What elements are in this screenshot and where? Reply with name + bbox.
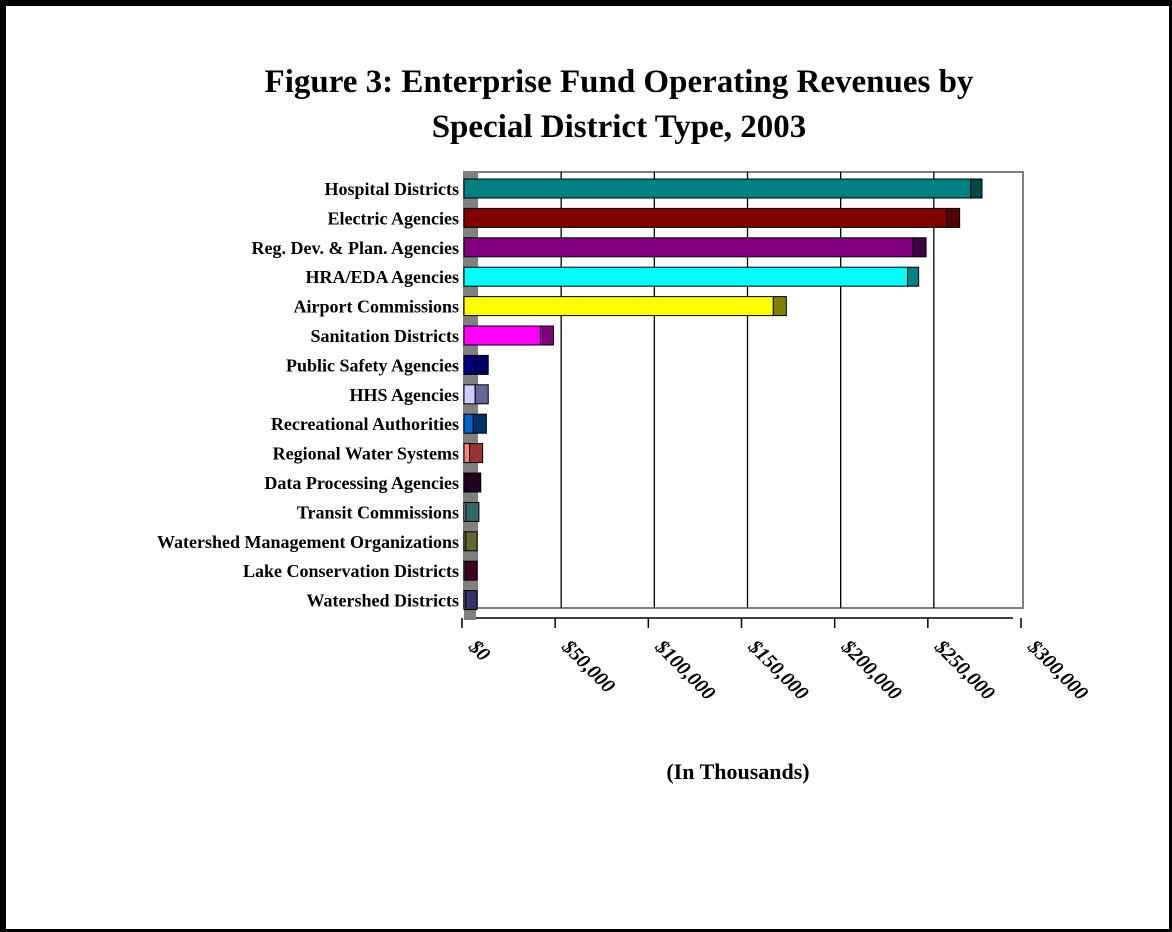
bar-segment-back [465, 590, 478, 611]
category-label: Regional Water Systems [273, 444, 459, 464]
bar-segment-back [465, 560, 478, 581]
x-tick-label: $100,000 [650, 635, 719, 704]
category-label: Airport Commissions [294, 297, 460, 317]
bar-segment-back [469, 443, 484, 464]
x-tick-label: $250,000 [930, 635, 999, 704]
bar-depth [464, 609, 476, 620]
bar-depth [464, 315, 476, 326]
bar-depth [464, 374, 476, 385]
category-label: Public Safety Agencies [286, 355, 459, 375]
bar-depth [464, 521, 476, 532]
category-label: Watershed Districts [307, 591, 459, 611]
bar-segment-back [946, 207, 961, 228]
bar-segment-front [463, 384, 476, 405]
bar-depth [464, 550, 476, 562]
bar-segment-back [465, 472, 482, 493]
bar-segment-front [463, 237, 914, 258]
chart-title: Figure 3: Enterprise Fund Operating Reve… [0, 60, 1172, 150]
bar-segment-front [463, 354, 476, 375]
bar-segment-front [463, 296, 774, 317]
bar-depth [464, 345, 476, 356]
bar-depth [464, 492, 476, 503]
category-label: Transit Commissions [297, 502, 459, 522]
category-label: Sanitation Districts [311, 326, 460, 346]
bar-segment-back [465, 531, 478, 552]
category-label: Hospital Districts [325, 179, 460, 199]
bar-segment-back [474, 384, 489, 405]
x-tick-label: $200,000 [836, 635, 905, 704]
chart-title-line-2: Special District Type, 2003 [431, 109, 807, 145]
category-label: Reg. Dev. & Plan. Agencies [252, 238, 459, 258]
bar-depth [464, 286, 476, 297]
bar-depth [464, 462, 476, 473]
bar-depth [464, 580, 476, 591]
x-tick-label: $150,000 [743, 635, 812, 704]
bar-segment-front [463, 178, 972, 199]
bar-segment-back [472, 413, 487, 434]
bar-segment-back [539, 325, 554, 346]
category-label: HRA/EDA Agencies [305, 267, 459, 287]
x-tick-labels: $0 $50,000 $100,000 $150,000 $200,000 $250,00… [464, 635, 1092, 704]
bar-segment-back [906, 266, 920, 287]
bar-segment-front [463, 207, 948, 228]
category-label: Recreational Authorities [271, 414, 459, 434]
bar-segment-back [474, 354, 489, 375]
bar-depth [464, 433, 476, 444]
bar-segment-back [772, 296, 787, 317]
bar-segment-front [463, 266, 908, 287]
bar-depth [464, 198, 476, 209]
x-axis-label: (In Thousands) [666, 759, 809, 784]
bar-depth [464, 403, 476, 415]
chart-title-line-1: Figure 3: Enterprise Fund Operating Reve… [264, 64, 974, 100]
category-label: Data Processing Agencies [264, 473, 459, 493]
category-label: HHS Agencies [349, 385, 459, 405]
x-tick-label: $300,000 [1023, 635, 1092, 704]
x-tick-label: $50,000 [557, 635, 619, 697]
category-label: Electric Agencies [328, 208, 459, 228]
bar-segment-back [970, 178, 983, 199]
bar-segment-front [463, 443, 471, 464]
bar-segment-front [463, 413, 474, 434]
category-labels: Hospital Districts Electric Agencies Reg. … [157, 179, 459, 611]
bar-depth [464, 256, 476, 268]
x-tick-label: $0 [464, 635, 494, 665]
category-label: Lake Conservation Districts [243, 561, 459, 581]
category-label: Watershed Management Organizations [157, 532, 459, 552]
bars [463, 178, 983, 620]
bar-depth [464, 227, 476, 238]
bar-segment-front [463, 325, 541, 346]
bar-segment-back [912, 237, 927, 258]
bar-segment-back [465, 501, 480, 522]
